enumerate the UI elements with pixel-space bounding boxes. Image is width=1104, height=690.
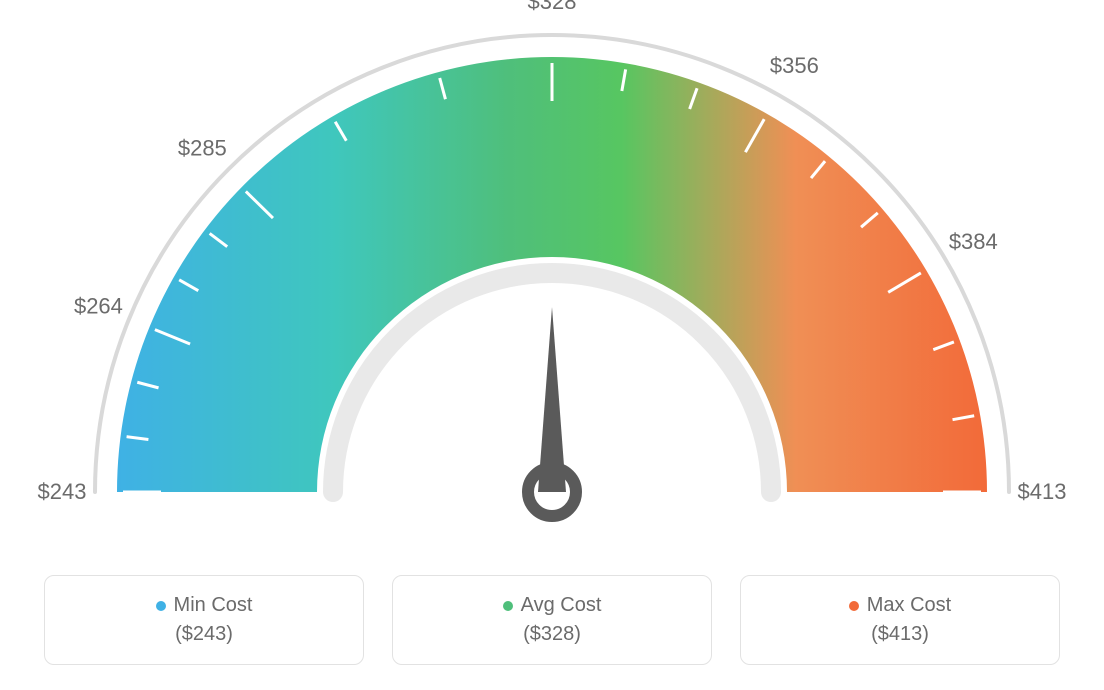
legend-min-card: Min Cost ($243) xyxy=(44,575,364,665)
cost-gauge: $243 $264 $285 $328 $356 $384 $413 xyxy=(0,0,1104,525)
svg-text:$384: $384 xyxy=(949,229,998,254)
legend-avg-top: Avg Cost xyxy=(503,594,602,617)
svg-text:$264: $264 xyxy=(74,294,123,319)
svg-text:$413: $413 xyxy=(1018,479,1067,504)
dot-icon xyxy=(503,601,513,611)
legend-min-top: Min Cost xyxy=(156,594,253,617)
legend-avg-card: Avg Cost ($328) xyxy=(392,575,712,665)
svg-text:$356: $356 xyxy=(770,53,819,78)
gauge-svg: $243 $264 $285 $328 $356 $384 $413 xyxy=(0,0,1104,525)
legend-row: Min Cost ($243) Avg Cost ($328) Max Cost… xyxy=(0,575,1104,665)
legend-max-top: Max Cost xyxy=(849,594,951,617)
legend-min-value: ($243) xyxy=(175,623,233,646)
legend-avg-label: Avg Cost xyxy=(521,594,602,617)
svg-text:$243: $243 xyxy=(38,479,87,504)
legend-avg-value: ($328) xyxy=(523,623,581,646)
dot-icon xyxy=(849,601,859,611)
legend-max-card: Max Cost ($413) xyxy=(740,575,1060,665)
svg-text:$328: $328 xyxy=(528,0,577,14)
svg-text:$285: $285 xyxy=(178,136,227,161)
dot-icon xyxy=(156,601,166,611)
legend-max-value: ($413) xyxy=(871,623,929,646)
legend-min-label: Min Cost xyxy=(174,594,253,617)
legend-max-label: Max Cost xyxy=(867,594,951,617)
